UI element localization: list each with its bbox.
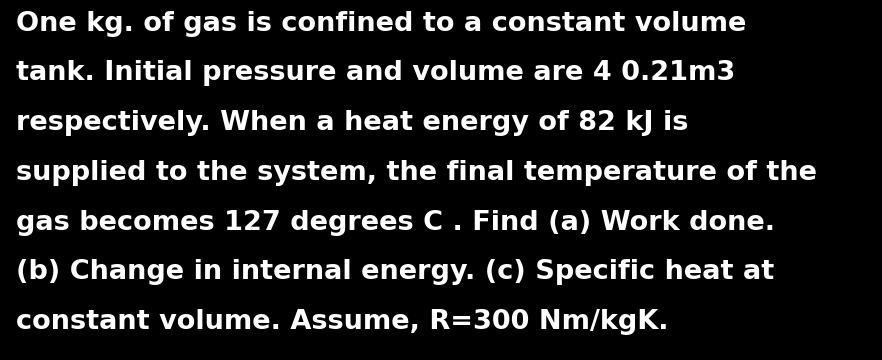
Text: supplied to the system, the final temperature of the: supplied to the system, the final temper…	[16, 160, 817, 186]
Text: One kg. of gas is confined to a constant volume: One kg. of gas is confined to a constant…	[16, 11, 746, 37]
Text: constant volume. Assume, R=300 Nm/kgK.: constant volume. Assume, R=300 Nm/kgK.	[16, 309, 669, 335]
Text: tank. Initial pressure and volume are 4 0.21m3: tank. Initial pressure and volume are 4 …	[16, 60, 735, 86]
Text: gas becomes 127 degrees C . Find (a) Work done.: gas becomes 127 degrees C . Find (a) Wor…	[16, 210, 775, 235]
Text: respectively. When a heat energy of 82 kJ is: respectively. When a heat energy of 82 k…	[16, 110, 688, 136]
Text: (b) Change in internal energy. (c) Specific heat at: (b) Change in internal energy. (c) Speci…	[16, 259, 774, 285]
